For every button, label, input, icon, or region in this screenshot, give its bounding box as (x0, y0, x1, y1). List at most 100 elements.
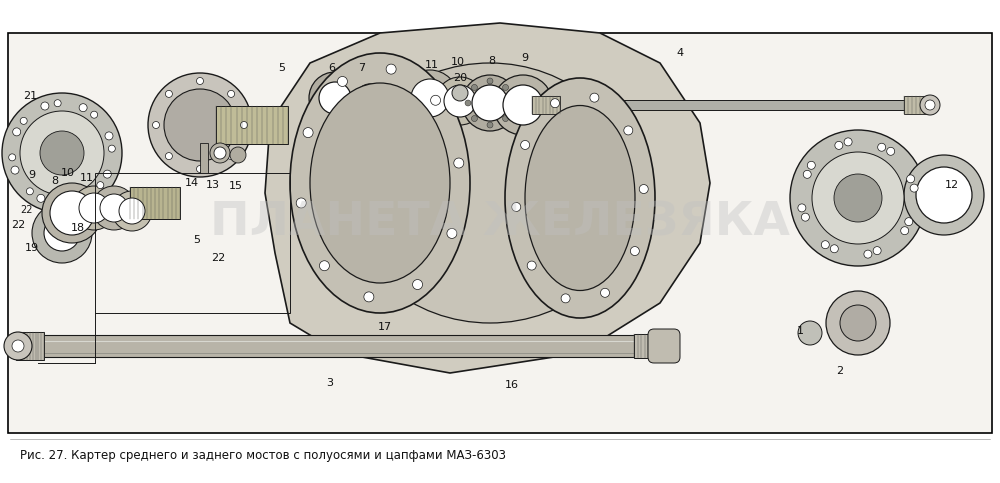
Text: 18: 18 (71, 223, 85, 233)
Circle shape (834, 174, 882, 222)
Circle shape (97, 182, 104, 189)
Text: 17: 17 (378, 322, 392, 332)
Text: 7: 7 (358, 63, 366, 73)
Circle shape (844, 138, 852, 146)
Circle shape (873, 247, 881, 255)
Bar (200, 143, 208, 173)
Text: 9: 9 (521, 53, 529, 63)
Circle shape (153, 122, 160, 128)
Bar (532, 96, 560, 114)
Circle shape (348, 76, 392, 120)
Text: 20: 20 (453, 73, 467, 83)
Circle shape (230, 147, 246, 163)
Circle shape (119, 198, 145, 224)
Circle shape (826, 291, 890, 355)
Text: 8: 8 (488, 56, 496, 66)
Circle shape (296, 198, 306, 208)
Text: 11: 11 (80, 173, 94, 183)
Circle shape (148, 73, 252, 177)
Text: 16: 16 (505, 380, 519, 390)
Text: 3: 3 (327, 378, 334, 388)
Circle shape (309, 72, 361, 124)
Circle shape (41, 102, 49, 110)
Circle shape (79, 104, 87, 112)
Circle shape (907, 175, 915, 183)
Bar (95, 173, 290, 313)
Circle shape (72, 186, 116, 230)
Circle shape (471, 85, 477, 90)
Circle shape (465, 100, 471, 106)
Circle shape (44, 215, 80, 251)
Circle shape (452, 85, 468, 101)
Circle shape (624, 126, 633, 135)
Circle shape (925, 100, 935, 110)
Circle shape (487, 78, 493, 84)
Text: 21: 21 (23, 91, 37, 101)
Text: 22: 22 (20, 205, 33, 215)
Ellipse shape (505, 78, 655, 318)
Circle shape (337, 76, 347, 86)
Circle shape (803, 170, 811, 178)
Text: 15: 15 (229, 181, 243, 191)
Text: 6: 6 (329, 63, 336, 73)
Circle shape (840, 305, 876, 341)
Circle shape (512, 202, 521, 212)
Circle shape (228, 90, 235, 98)
Circle shape (20, 111, 104, 195)
Circle shape (197, 77, 204, 85)
Circle shape (630, 246, 639, 256)
Circle shape (4, 332, 32, 360)
Circle shape (303, 128, 313, 138)
Circle shape (830, 245, 838, 253)
Circle shape (801, 213, 809, 221)
Circle shape (864, 250, 872, 258)
Ellipse shape (310, 83, 450, 283)
Text: 1: 1 (796, 326, 804, 336)
Circle shape (904, 155, 984, 235)
Circle shape (26, 188, 33, 195)
Circle shape (821, 241, 829, 249)
Circle shape (105, 132, 113, 140)
Circle shape (878, 143, 886, 151)
Circle shape (550, 99, 559, 108)
Bar (8, 33, 992, 433)
Circle shape (431, 95, 441, 105)
Text: 11: 11 (425, 60, 439, 70)
Bar (38, 335, 653, 357)
Polygon shape (265, 23, 710, 373)
Ellipse shape (290, 53, 470, 313)
Circle shape (916, 167, 972, 223)
Circle shape (447, 228, 457, 239)
Circle shape (503, 115, 509, 122)
Text: 22: 22 (211, 253, 225, 263)
Text: 10: 10 (61, 168, 75, 178)
Circle shape (40, 131, 84, 175)
Circle shape (413, 280, 423, 289)
Text: 5: 5 (279, 63, 286, 73)
Circle shape (197, 166, 204, 172)
Bar (9, 34, 991, 432)
Circle shape (639, 185, 648, 194)
Text: 19: 19 (25, 243, 39, 253)
Circle shape (12, 340, 24, 352)
Circle shape (812, 152, 904, 244)
Circle shape (887, 147, 895, 156)
Circle shape (509, 100, 515, 106)
Circle shape (91, 111, 98, 118)
Circle shape (9, 154, 16, 161)
Text: 4: 4 (676, 48, 684, 58)
Circle shape (790, 130, 926, 266)
Text: 14: 14 (185, 178, 199, 188)
Circle shape (103, 170, 111, 178)
Circle shape (601, 288, 610, 298)
Circle shape (910, 184, 918, 192)
Circle shape (319, 261, 329, 271)
Circle shape (164, 89, 236, 161)
Circle shape (11, 166, 19, 174)
Circle shape (319, 82, 351, 114)
Circle shape (386, 64, 396, 74)
Circle shape (210, 143, 230, 163)
Circle shape (165, 90, 172, 98)
Circle shape (471, 115, 477, 122)
Circle shape (112, 191, 152, 231)
